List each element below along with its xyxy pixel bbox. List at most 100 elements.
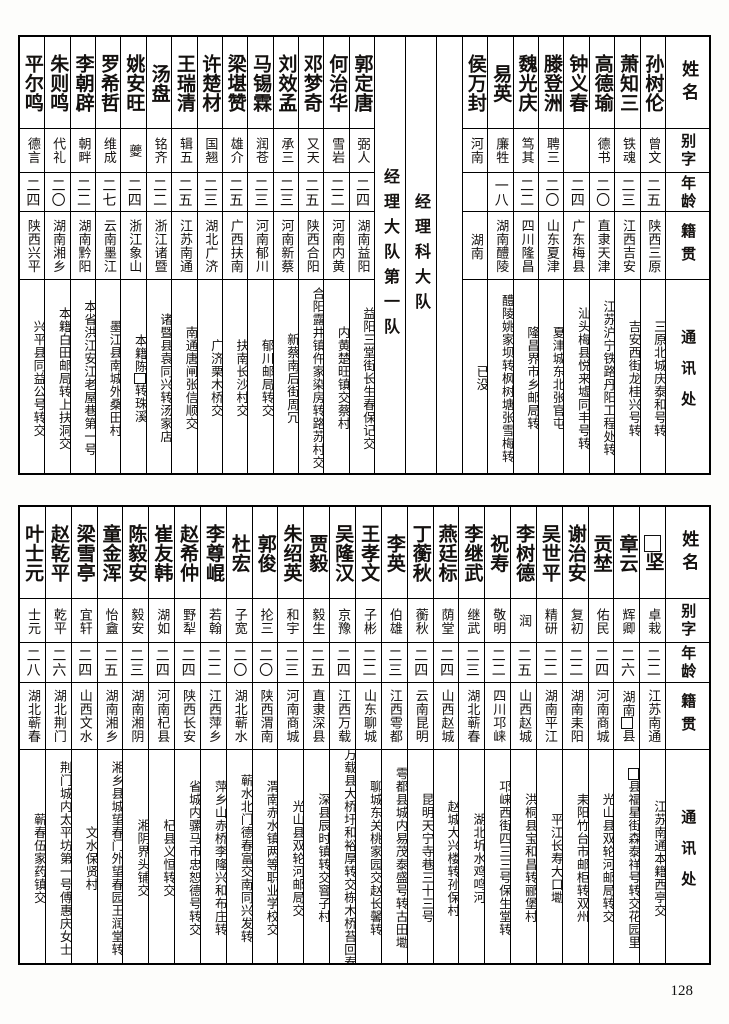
entry-courtesy-name: 笃其 bbox=[513, 128, 539, 172]
entry-courtesy-name: 又天 bbox=[298, 128, 324, 172]
roster-entry-column: 滕登洲 聘三 二〇 山东夏津 夏津城东北张官屯 bbox=[538, 37, 564, 473]
entry-courtesy-name: 润苍 bbox=[248, 128, 273, 172]
entry-courtesy-name: 铁魂 bbox=[615, 128, 640, 172]
entry-courtesy-name: 复初 bbox=[562, 598, 588, 642]
row-label-age: 年龄 bbox=[666, 641, 710, 682]
row-label-origin: 籍贯 bbox=[666, 681, 710, 749]
entry-courtesy-name bbox=[564, 128, 589, 172]
entry-age: 二三 bbox=[248, 171, 273, 212]
roster-entry-column: 何治华 雪岩 二二 河南内黄 内黄楚旺镇交蔡村 bbox=[323, 37, 349, 473]
entry-courtesy-name: 蘅秋 bbox=[407, 598, 433, 642]
entry-origin: 湖南湘乡 bbox=[97, 681, 123, 749]
row-label-age: 年龄 bbox=[665, 171, 709, 212]
entry-age: 二三 bbox=[381, 641, 407, 682]
entry-address: 本省洪江安江老屋巷第一号 bbox=[70, 278, 96, 473]
entry-courtesy-name: 荫堂 bbox=[433, 598, 459, 642]
row-header-column: 姓名 别字 年龄 籍贯 通讯处 bbox=[665, 507, 710, 963]
roster-entry-column: 梁堪赞 雄介 二五 广西扶南 扶南长沙村交 bbox=[221, 37, 248, 473]
entry-courtesy-name: 维成 bbox=[96, 128, 121, 172]
entry-address: 文水保贤村 bbox=[71, 748, 97, 963]
entry-age: 二四 bbox=[71, 641, 97, 682]
entry-origin: 江苏南通 bbox=[640, 681, 666, 749]
entry-address: 蕲春伍家药镇交 bbox=[20, 748, 45, 963]
entry-address: 诸暨县袁同兴转汤家店 bbox=[146, 278, 172, 473]
entry-name: 谢治安 bbox=[564, 523, 587, 583]
entry-name: 平尔鸣 bbox=[21, 53, 44, 113]
entry-age: 二四 bbox=[433, 641, 459, 682]
entry-origin: 湖南湘阴 bbox=[123, 681, 149, 749]
roster-entry-column: 易英 廉牲 一八 湖南醴陵 醴陵姚家坝转枫树塘张雪梅转 bbox=[487, 37, 513, 473]
entry-courtesy-name: 河南 bbox=[463, 128, 488, 172]
entry-address: 内黄楚旺镇交蔡村 bbox=[324, 278, 349, 473]
roster-entry-column: 童金浑 怡盦 二五 湖南湘乡 湘乡县城望春门外望春园王润堂转 bbox=[96, 507, 123, 963]
roster-entry-column: 贡埜 佑民 二四 河南商城 光山县双轮河邮局转交 bbox=[587, 507, 614, 963]
entry-age: 二四 bbox=[349, 171, 375, 212]
entry-courtesy-name: 润 bbox=[511, 598, 536, 642]
entry-origin: 山东聊城 bbox=[355, 681, 381, 749]
entry-origin: 湖南 bbox=[463, 211, 488, 278]
roster-entry-column: 高德瑜 德书 二〇 直隶天津 江苏沪宁铁路丹阳工程处转 bbox=[588, 37, 615, 473]
entry-origin: 湖北广济 bbox=[197, 211, 222, 278]
entry-address: 雩都县城内易茂泰盛号转古田墈 bbox=[381, 748, 407, 963]
entry-address: 江苏沪宁铁路丹阳工程处转 bbox=[589, 278, 615, 473]
entry-name: 姚安旺 bbox=[123, 53, 146, 113]
entry-age: 二二 bbox=[640, 641, 666, 682]
roster-entry-column: 李树德润二五 山西赵城 洪桐县宝和昌转郦堡村 bbox=[510, 507, 536, 963]
roster-entry-column: 李朝辟 朝畔 二二 湖南黔阳 本省洪江安江老屋巷第一号 bbox=[69, 37, 96, 473]
entry-address: 郁川邮局转交 bbox=[248, 278, 273, 473]
entry-age: 一八 bbox=[488, 171, 513, 212]
entry-courtesy-name: 德言 bbox=[20, 128, 45, 172]
roster-entry-column: 姚安旺夔二四 浙江象山 本籍陈 转珠溪 bbox=[120, 37, 146, 473]
entry-address: 南通唐闸张信顺交 bbox=[172, 278, 197, 473]
entry-courtesy-name: 若翰 bbox=[200, 598, 226, 642]
roster-entry-column: 罗希哲 维成 二七 云南墨江 墨江县南城外桑田村 bbox=[95, 37, 121, 473]
entry-name: 赵希仲 bbox=[177, 523, 200, 583]
entry-courtesy-name: 辉卿 bbox=[614, 598, 640, 642]
entry-age: 二五 bbox=[97, 641, 123, 682]
entry-name: 李继武 bbox=[461, 523, 484, 583]
entry-address: 渭南赤水镇两等职业学校交 bbox=[252, 748, 278, 963]
entry-age: 二四 bbox=[407, 641, 433, 682]
entry-name: 萧知三 bbox=[617, 53, 640, 113]
entry-name: 贡埜 bbox=[590, 533, 613, 573]
entry-origin: 陕西三原 bbox=[640, 211, 665, 278]
entry-address: 荆门城内太平坊第一号傅惠庆女士 bbox=[45, 748, 71, 963]
entry-address: 本籍陈 转珠溪 bbox=[121, 278, 146, 473]
entry-origin: 山东夏津 bbox=[539, 211, 564, 278]
entry-courtesy-name: 雄介 bbox=[222, 128, 248, 172]
entry-address: 杞县义恒转交 bbox=[149, 748, 175, 963]
missing-character-box bbox=[644, 534, 662, 552]
entry-courtesy-name: 伯雄 bbox=[381, 598, 407, 642]
roster-entry-column: 吴世平 精研 二二 湖南平江 平江长寿大口墈 bbox=[535, 507, 562, 963]
entry-courtesy-name: 子彬 bbox=[355, 598, 381, 642]
entry-courtesy-name: 子宽 bbox=[226, 598, 252, 642]
roster-entry-column: 赵乾平 乾平 二六 湖北荆门 荆门城内太平坊第一号傅惠庆女士 bbox=[44, 507, 71, 963]
entry-address: 省城内骡马市忠恕德号转交 bbox=[175, 748, 200, 963]
entry-age: 二八 bbox=[20, 641, 45, 682]
entry-age: 二四 bbox=[330, 641, 355, 682]
entry-address: 本籍白田邮局转上扶洞交 bbox=[45, 278, 70, 473]
entry-address: 吉安西街龙桂兴号转 bbox=[615, 278, 640, 473]
roster-entry-column: 叶士元 士元 二八 湖北蕲春 蕲春伍家药镇交 bbox=[20, 507, 45, 963]
entry-origin: 河南杞县 bbox=[149, 681, 175, 749]
entry-age: 二五 bbox=[640, 171, 665, 212]
entry-address: 合阳露井镇仵家染房转路苏村交 bbox=[298, 278, 324, 473]
entry-courtesy-name: 湖如 bbox=[149, 598, 175, 642]
entry-name: 贾毅 bbox=[306, 533, 329, 573]
entry-address: 江苏南通本籍西亭交 bbox=[640, 748, 666, 963]
entry-name: 郭俊 bbox=[254, 533, 277, 573]
entry-origin: 河南新蔡 bbox=[273, 211, 298, 278]
entry-name: 何治华 bbox=[326, 53, 349, 113]
entry-origin: 湖南湘乡 bbox=[45, 211, 70, 278]
roster-entry-column: 祝寿 敬明 二二 四川邛崃 邛崃西街四三三号保生堂转 bbox=[484, 507, 511, 963]
entry-name: 刘效孟 bbox=[275, 53, 298, 113]
entry-origin: 河南商城 bbox=[588, 681, 614, 749]
roster-entry-column: 章云 辉卿 二六 湖南县县福星街森泰祥号转交花园里 bbox=[613, 507, 640, 963]
entry-courtesy-name: 曾文 bbox=[640, 128, 665, 172]
entry-age: 二二 bbox=[536, 641, 562, 682]
row-label-name: 姓名 bbox=[678, 530, 699, 577]
section-label-column: 经理科大队 bbox=[405, 37, 436, 473]
entry-origin: 四川邛崃 bbox=[485, 681, 511, 749]
roster-entry-column: 朱则鸣 代礼 二〇 湖南湘乡 本籍白田邮局转上扶洞交 bbox=[44, 37, 70, 473]
